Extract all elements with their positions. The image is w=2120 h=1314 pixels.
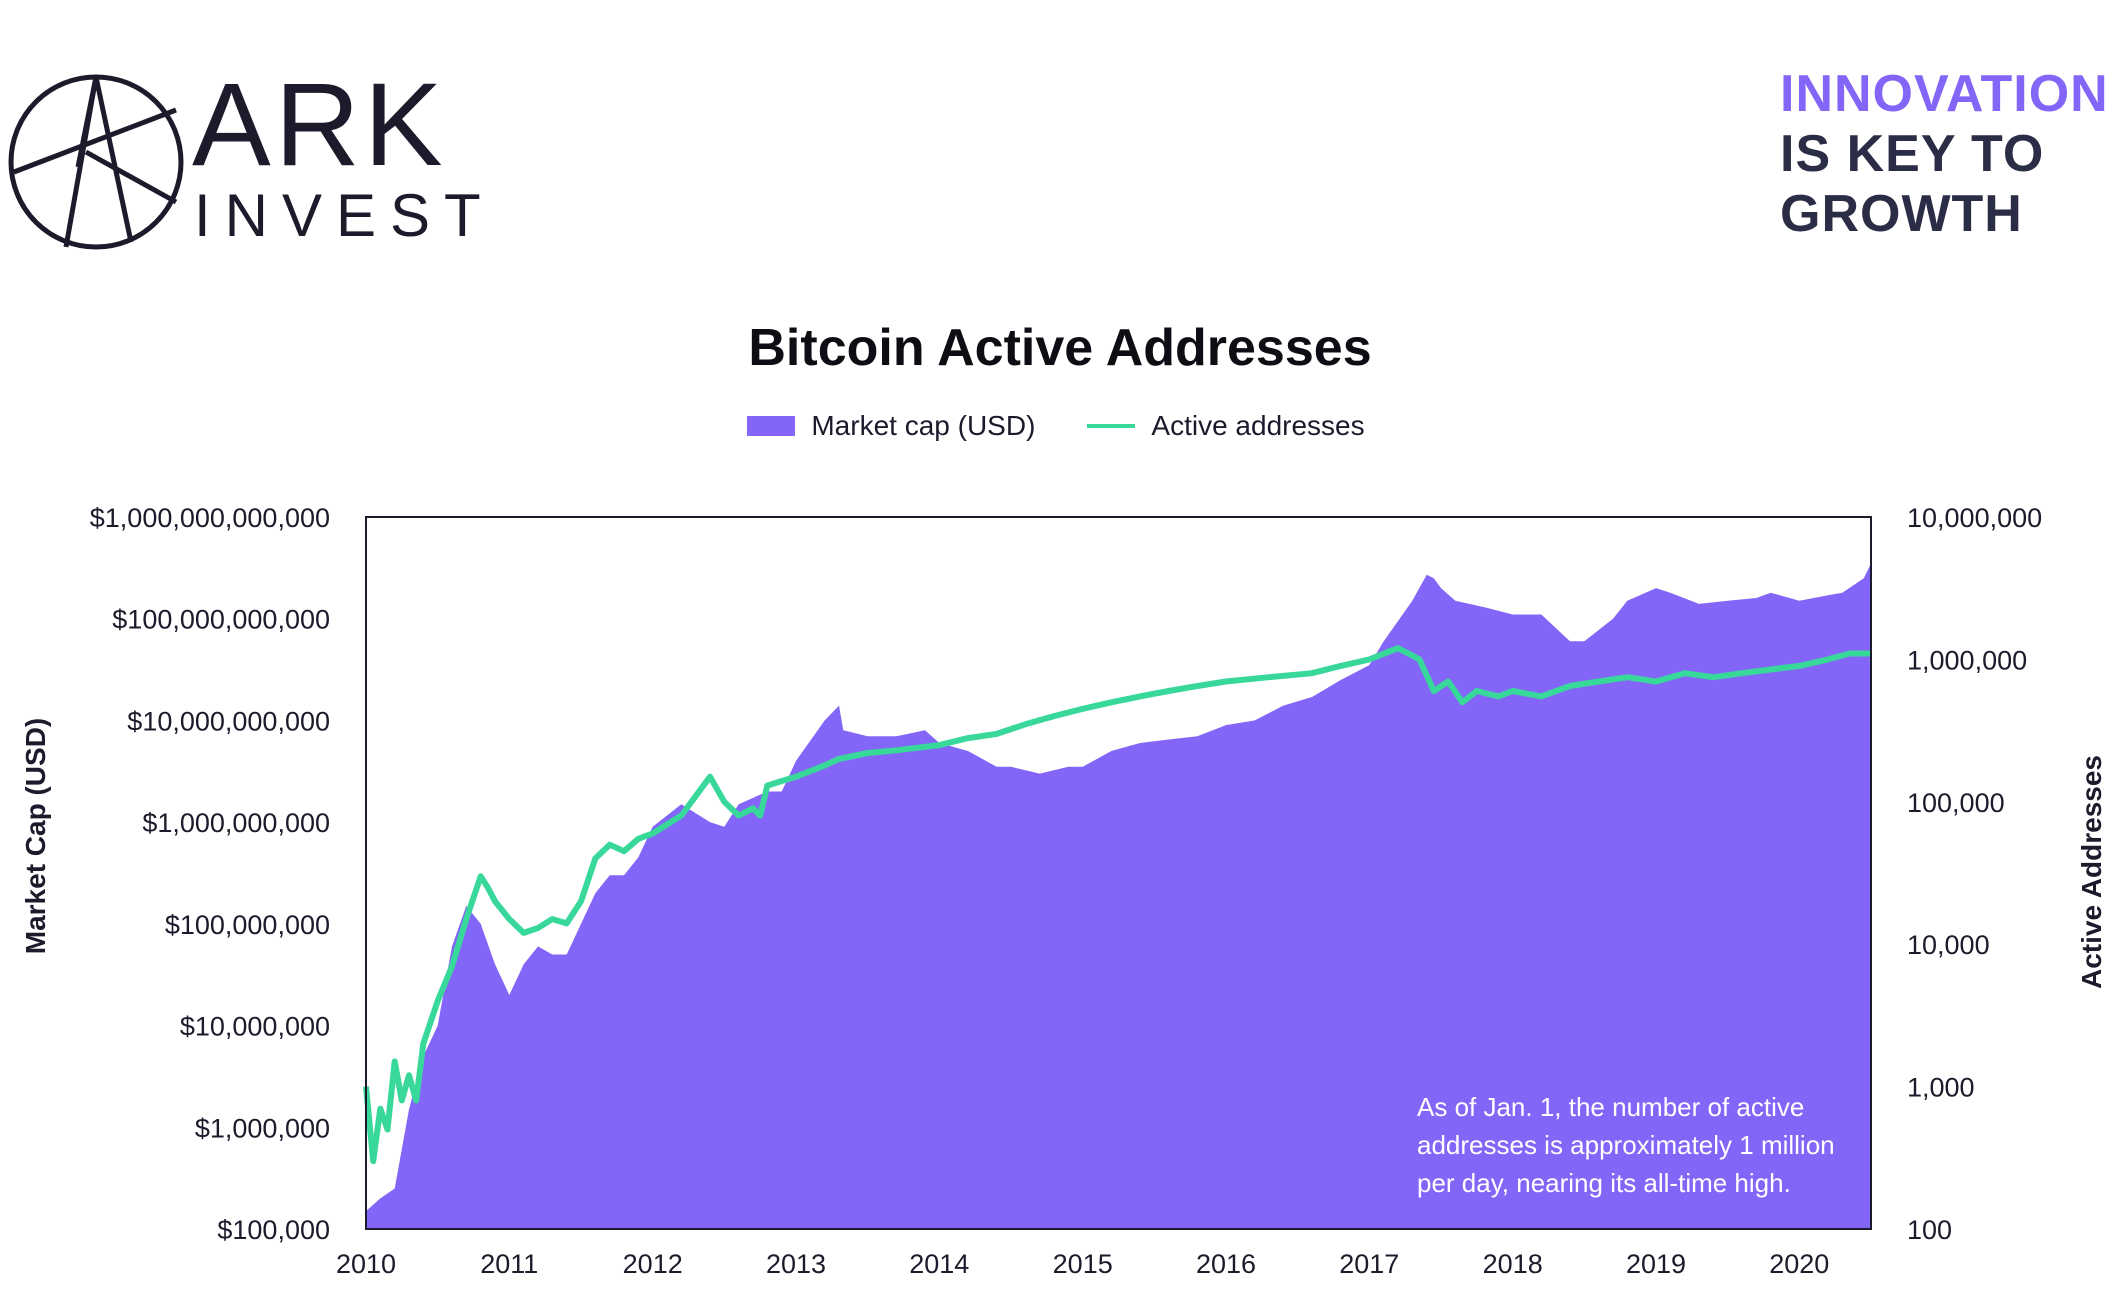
x-tick-label: 2016 [1196,1249,1256,1279]
x-tick-label: 2015 [1053,1249,1113,1279]
x-tick-label: 2017 [1339,1249,1399,1279]
y-tick-label-left: $100,000 [217,1215,330,1245]
legend-swatch-active-addresses [1087,424,1136,428]
series-market-cap-area [366,563,1871,1229]
y-tick-label-left: $10,000,000,000 [127,706,330,736]
chart-annotation: As of Jan. 1, the number of active addre… [1417,1092,1835,1198]
legend-swatch-market-cap [747,416,796,436]
legend-label-market-cap: Market cap (USD) [811,410,1036,441]
ark-circle-logo-icon [8,74,184,250]
tagline: INNOVATION IS KEY TO GROWTH [1780,64,2120,244]
y-tick-label-right: 1,000,000 [1907,645,2027,675]
y-tick-label-left: $10,000,000 [180,1012,330,1042]
y-tick-label-left: $1,000,000 [195,1113,330,1143]
x-tick-label: 2010 [336,1249,396,1279]
y-tick-label-right: 100,000 [1907,788,2005,818]
x-tick-label: 2013 [766,1249,826,1279]
ark-invest-logo: ARK INVEST [0,59,481,250]
y-tick-label-left: $1,000,000,000,000 [90,503,330,533]
tagline-line-2: IS KEY TO [1780,125,2045,183]
x-tick-label: 2011 [480,1249,538,1279]
tagline-line-3: GROWTH [1780,185,2023,243]
legend-item-market-cap: Market cap (USD) [747,410,1035,442]
y-tick-label-right: 1,000 [1907,1073,1975,1103]
legend-item-active-addresses: Active addresses [1087,410,1365,442]
y-tick-label-left: $1,000,000,000 [142,808,330,838]
y-tick-label-right: 10,000 [1907,930,1990,960]
chart-legend: Market cap (USD) Active addresses [0,410,2116,442]
y-tick-label-left: $100,000,000 [165,910,330,940]
series-active-addresses-line [363,645,1871,1165]
brand-subname: INVEST [194,182,495,249]
x-tick-label: 2020 [1769,1249,1829,1279]
chart-title: Bitcoin Active Addresses [748,319,1372,377]
y-tick-label-right: 10,000,000 [1907,503,2042,533]
y-tick-label-left: $100,000,000,000 [112,605,330,635]
x-tick-label: 2012 [623,1249,683,1279]
plot-frame [365,516,1872,1230]
tagline-line-1: INNOVATION [1780,65,2109,123]
x-tick-label: 2019 [1626,1249,1686,1279]
y-tick-label-right: 100 [1907,1215,1952,1245]
brand-name: ARK [192,59,447,191]
x-tick-label: 2018 [1483,1249,1543,1279]
x-tick-label: 2014 [909,1249,969,1279]
legend-label-active-addresses: Active addresses [1151,410,1365,441]
